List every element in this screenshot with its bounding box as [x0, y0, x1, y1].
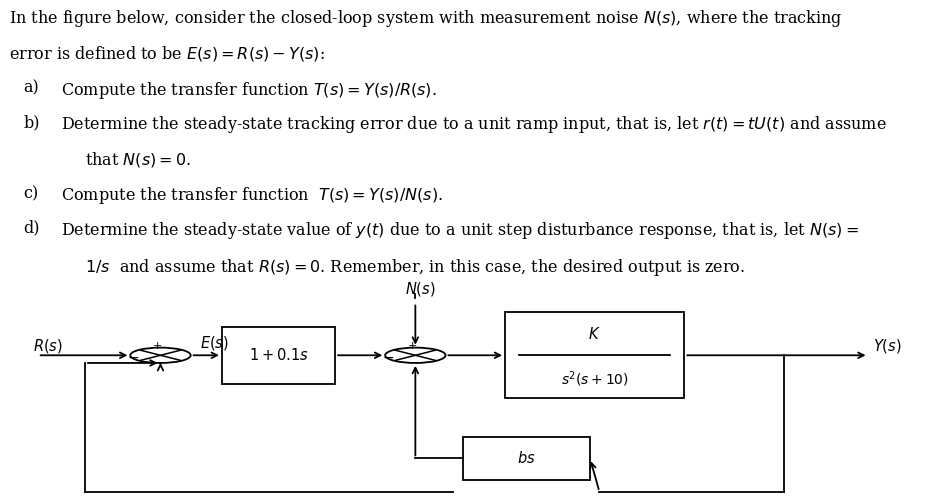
- Text: $R(s)$: $R(s)$: [33, 337, 63, 355]
- Text: $Y(s)$: $Y(s)$: [873, 337, 902, 355]
- Text: Compute the transfer function $T(s) = Y(s)/R(s)$.: Compute the transfer function $T(s) = Y(…: [61, 80, 437, 101]
- Text: +: +: [153, 341, 162, 351]
- FancyBboxPatch shape: [222, 326, 335, 384]
- Text: b): b): [24, 114, 40, 131]
- Text: $K$: $K$: [588, 326, 601, 342]
- Text: $1 + 0.1s$: $1 + 0.1s$: [248, 347, 309, 363]
- Text: In the figure below, consider the closed-loop system with measurement noise $N(s: In the figure below, consider the closed…: [9, 8, 843, 29]
- Text: that $N(s) = 0$.: that $N(s) = 0$.: [85, 150, 191, 169]
- FancyBboxPatch shape: [505, 312, 684, 398]
- Text: +: +: [408, 341, 417, 351]
- Text: Determine the steady-state value of $y(t)$ due to a unit step disturbance respon: Determine the steady-state value of $y(t…: [61, 220, 859, 241]
- Text: Compute the transfer function  $T(s) = Y(s)/N(s)$.: Compute the transfer function $T(s) = Y(…: [61, 185, 444, 206]
- Text: −: −: [127, 351, 140, 365]
- Text: $s^2(s + 10)$: $s^2(s + 10)$: [561, 369, 629, 389]
- Text: $E(s)$: $E(s)$: [200, 334, 229, 352]
- Text: $N(s)$: $N(s)$: [405, 280, 435, 298]
- Text: error is defined to be $E(s) = R(s) - Y(s)$:: error is defined to be $E(s) = R(s) - Y(…: [9, 44, 326, 63]
- Text: $bs$: $bs$: [517, 450, 535, 466]
- Text: −: −: [382, 351, 395, 365]
- Text: c): c): [24, 185, 39, 202]
- Text: $1/s$  and assume that $R(s) = 0$. Remember, in this case, the desired output is: $1/s$ and assume that $R(s) = 0$. Rememb…: [85, 256, 745, 277]
- Text: d): d): [24, 220, 40, 237]
- Text: a): a): [24, 80, 40, 97]
- FancyBboxPatch shape: [463, 437, 590, 480]
- Text: Determine the steady-state tracking error due to a unit ramp input, that is, let: Determine the steady-state tracking erro…: [61, 114, 887, 135]
